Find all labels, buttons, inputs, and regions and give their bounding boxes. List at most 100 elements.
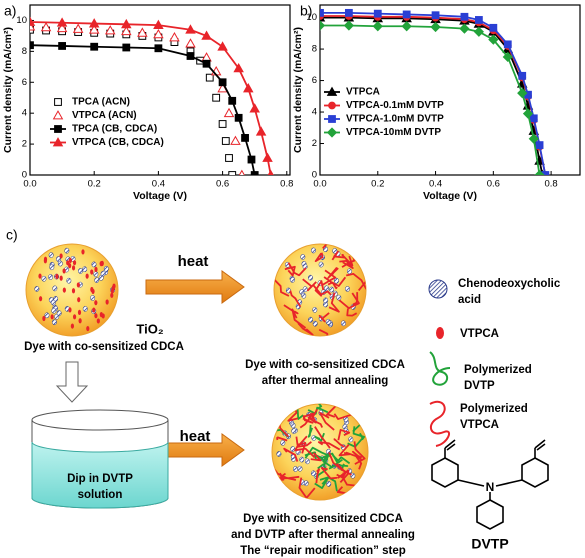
vtpca xyxy=(59,253,63,259)
vtpca xyxy=(59,275,63,281)
marker xyxy=(225,154,233,162)
caption: Dye with co-sensitized CDCA xyxy=(243,513,403,525)
solution xyxy=(31,441,169,509)
legend: TPCA (ACN) VTPCA (ACN) TPCA (CB, CDCA) VTPC… xyxy=(50,97,164,148)
marker xyxy=(30,16,36,26)
legend-marker xyxy=(52,137,64,147)
cdca xyxy=(312,307,318,313)
atom-label: N xyxy=(486,480,495,494)
polymer xyxy=(321,476,338,492)
marker xyxy=(88,24,100,34)
polymer xyxy=(316,404,329,414)
polymer xyxy=(287,409,299,422)
cdca-icon xyxy=(428,279,448,299)
marker xyxy=(401,21,412,32)
x-axis-title: Voltage (V) xyxy=(423,190,477,202)
beaker-rim xyxy=(31,409,169,431)
cdca xyxy=(340,320,346,327)
dvtp-icon xyxy=(429,351,451,386)
caption: Dye with co-sensitized CDCA xyxy=(24,341,184,353)
plot-frame xyxy=(319,4,581,176)
marker xyxy=(541,171,550,175)
marker xyxy=(88,18,100,28)
marker xyxy=(230,135,241,145)
marker xyxy=(186,52,195,60)
chart: a) 0.0 0.2 0.4 0.6 0.8 0 2 4 6 8 10 Voltage (V) Curre… xyxy=(2,3,294,202)
cdca xyxy=(91,261,97,268)
x-tick-label: 0.0 xyxy=(313,179,326,190)
legend-label: VTPCA xyxy=(460,419,499,431)
vtpca xyxy=(42,315,46,322)
vtpca xyxy=(91,288,95,294)
x-tick-label: 0.2 xyxy=(371,179,384,190)
cdca xyxy=(348,436,354,443)
cdca xyxy=(49,264,55,271)
cdca xyxy=(98,275,104,281)
marker xyxy=(228,171,237,175)
legend-marker xyxy=(326,127,338,138)
legend: VTPCA VTPCA-0.1mM DVTP VTPCA-1.0mM DVTP VTP… xyxy=(324,86,444,138)
marker xyxy=(137,27,148,37)
cdca xyxy=(41,275,47,282)
marker xyxy=(459,23,470,34)
vtpca xyxy=(68,257,72,264)
marker xyxy=(503,40,512,49)
marker xyxy=(40,21,52,32)
cdca xyxy=(48,274,54,280)
marker xyxy=(218,120,227,128)
heat-label: heat xyxy=(180,428,211,445)
nanoparticle xyxy=(25,243,119,337)
polymer xyxy=(302,278,317,292)
x-tick-label: 0.8 xyxy=(545,179,558,190)
cdca xyxy=(66,277,72,284)
x-tick-label: 0.0 xyxy=(23,179,36,190)
polymer xyxy=(296,435,312,448)
plot xyxy=(320,8,550,175)
cdca xyxy=(34,286,40,292)
marker xyxy=(121,25,132,36)
polymer xyxy=(336,473,355,487)
vtpca xyxy=(43,258,47,264)
vtpca xyxy=(50,314,54,320)
vtpca xyxy=(90,269,94,275)
cdca xyxy=(44,312,50,319)
cdca xyxy=(50,299,56,306)
marker xyxy=(430,21,441,33)
vtpca xyxy=(101,313,105,319)
polymer xyxy=(341,254,354,267)
cdca xyxy=(57,260,63,267)
marker xyxy=(529,114,538,123)
polymer xyxy=(283,447,299,462)
legend-marker xyxy=(54,125,62,133)
legend-label: VTPCA-1.0mM DVTP xyxy=(346,114,444,125)
cdca xyxy=(336,294,342,301)
vtpca xyxy=(86,325,90,332)
y-tick-label: 4 xyxy=(22,108,27,119)
polymer xyxy=(318,312,330,323)
polymer xyxy=(338,292,360,310)
polymer xyxy=(315,468,320,484)
polymer xyxy=(314,476,330,489)
y-tick-label: 4 xyxy=(312,107,317,118)
marker xyxy=(320,20,326,31)
polymer xyxy=(320,269,337,287)
cdca xyxy=(276,451,282,457)
marker xyxy=(72,23,84,33)
vtpca xyxy=(62,287,66,293)
polymer xyxy=(299,412,314,429)
marker xyxy=(122,43,131,52)
cdca xyxy=(93,271,99,277)
caption: The “repair modification” step xyxy=(240,545,406,557)
marker xyxy=(534,169,545,175)
polymer xyxy=(352,292,359,306)
marker xyxy=(488,34,499,45)
cdca xyxy=(308,274,313,281)
cdca xyxy=(280,440,286,446)
nanoparticle xyxy=(273,243,367,337)
legend-marker xyxy=(328,115,336,123)
cdca xyxy=(291,428,297,434)
x-tick-label: 0.4 xyxy=(152,179,165,190)
marker xyxy=(56,22,68,33)
polymer xyxy=(314,426,331,449)
marker xyxy=(250,171,259,175)
